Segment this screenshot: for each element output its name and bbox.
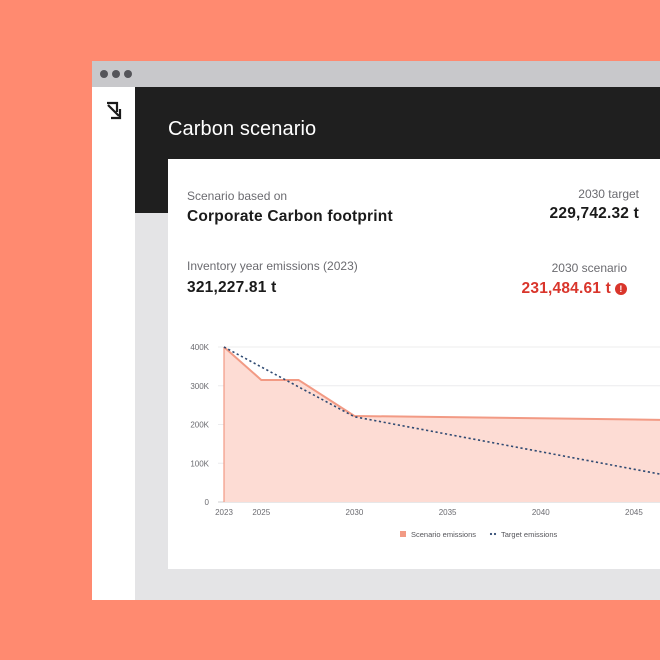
scenario-emissions-line	[223, 346, 660, 421]
legend-swatch-target	[493, 532, 497, 536]
page-title: Carbon scenario	[168, 118, 317, 140]
target-value: 229,742.32 t	[549, 205, 639, 222]
window-titlebar	[92, 61, 660, 87]
inventory-value: 321,227.81 t	[187, 279, 277, 296]
y-tick-label: 0	[205, 498, 210, 507]
based-on-value: Corporate Carbon footprint	[187, 208, 393, 225]
y-tick-label: 300K	[190, 382, 209, 391]
inventory-label: Inventory year emissions (2023)	[187, 259, 358, 273]
scenario-value: 231,484.61 t!	[522, 280, 627, 298]
window-dot-icon[interactable]	[124, 70, 132, 78]
x-tick-label: 2023	[215, 508, 233, 517]
x-tick-label: 2030	[346, 508, 364, 517]
emissions-chart: 0 100K 200K 300K 400K 2023 2025 2030 2035 2040 20…	[190, 343, 660, 539]
legend-label-scenario: Scenario emissions	[411, 530, 476, 539]
based-on-label: Scenario based on	[187, 189, 288, 203]
scenario-value-text: 231,484.61 t	[521, 280, 611, 297]
x-tick-label: 2040	[532, 508, 550, 517]
sidebar	[92, 87, 135, 600]
scenario-label: 2030 scenario	[551, 261, 627, 275]
legend-swatch-target	[489, 532, 493, 536]
window-dot-icon[interactable]	[112, 70, 120, 78]
legend-label-target: Target emissions	[501, 530, 558, 539]
brand-logo-icon[interactable]	[104, 101, 124, 121]
app-window: Carbon scenario Scenario based on Corpor…	[92, 61, 660, 600]
x-tick-label: 2035	[439, 508, 457, 517]
x-tick-label: 2025	[252, 508, 270, 517]
window-dot-icon[interactable]	[100, 70, 108, 78]
scenario-card: Scenario based on Corporate Carbon footp…	[168, 159, 660, 569]
y-tick-label: 100K	[190, 459, 209, 468]
scenario-emissions-area	[224, 347, 660, 502]
alert-circle-icon[interactable]: !	[615, 283, 627, 295]
y-tick-label: 200K	[190, 421, 209, 430]
target-emissions-line	[223, 346, 660, 475]
target-label: 2030 target	[578, 187, 639, 201]
x-tick-label: 2045	[625, 508, 643, 517]
y-tick-label: 400K	[190, 343, 209, 352]
legend-swatch-scenario	[400, 531, 406, 537]
